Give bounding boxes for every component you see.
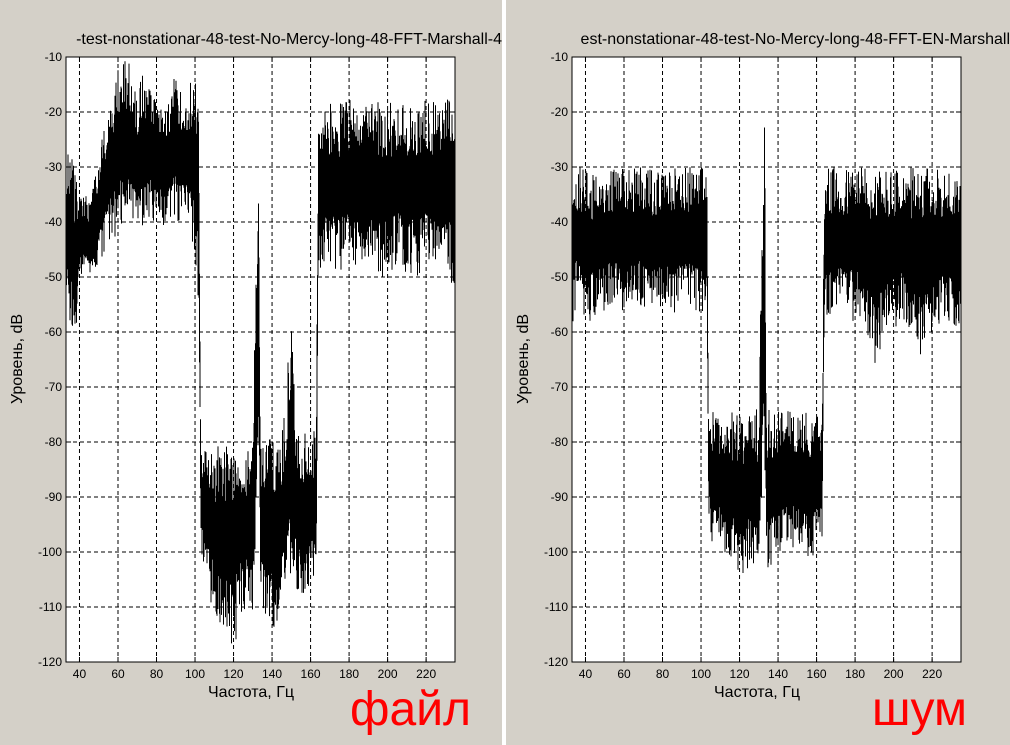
- x-tick-label: 120: [224, 667, 244, 681]
- y-tick-label: -110: [39, 600, 62, 614]
- x-tick-label: 80: [656, 667, 670, 681]
- y-tick-label: -120: [38, 655, 62, 669]
- x-tick-label: 180: [845, 667, 865, 681]
- y-tick-label: -40: [551, 215, 569, 229]
- right-spectrum-panel: est-nonstationar-48-test-No-Mercy-long-4…: [506, 0, 1010, 745]
- y-axis-label: Уровень, dB: [9, 313, 26, 405]
- y-tick-label: -60: [551, 325, 569, 339]
- x-tick-label: 100: [185, 667, 205, 681]
- y-tick-label: -10: [551, 50, 569, 64]
- x-tick-label: 60: [617, 667, 631, 681]
- x-tick-label: 160: [301, 667, 321, 681]
- plot-frame: [571, 56, 962, 663]
- chart-title: -test-nonstationar-48-test-No-Mercy-long…: [76, 31, 502, 48]
- x-axis-label: Частота, Гц: [714, 684, 801, 701]
- chart-title: est-nonstationar-48-test-No-Mercy-long-4…: [580, 31, 1010, 48]
- y-tick-label: -40: [45, 215, 63, 229]
- y-tick-label: -30: [551, 160, 569, 174]
- left-spectrum-panel: -test-nonstationar-48-test-No-Mercy-long…: [0, 0, 502, 745]
- spectrum-plot-file: -10 -20 -30 -40 -50 -60 -70 -80 -90 -100 -110 -120 4…: [38, 50, 456, 681]
- y-tick-label: -80: [45, 435, 63, 449]
- y-tick-label: -50: [551, 270, 569, 284]
- y-tick-label: -60: [45, 325, 63, 339]
- x-tick-label: 120: [730, 667, 750, 681]
- x-tick-label: 80: [150, 667, 164, 681]
- y-tick-label: -90: [551, 490, 569, 504]
- y-tick-label: -10: [45, 50, 63, 64]
- x-tick-label: 220: [416, 667, 436, 681]
- y-tick-label: -120: [544, 655, 568, 669]
- overlay-label-file: файл: [350, 683, 472, 736]
- plot-frame: [65, 56, 456, 663]
- y-tick-label: -30: [45, 160, 63, 174]
- overlay-label-noise: шум: [872, 683, 967, 736]
- y-tick-label: -50: [45, 270, 63, 284]
- y-tick-label: -100: [38, 545, 62, 559]
- y-tick-label: -70: [45, 380, 63, 394]
- y-tick-label: -100: [544, 545, 568, 559]
- x-tick-label: 40: [73, 667, 87, 681]
- x-tick-label: 180: [339, 667, 359, 681]
- y-tick-label: -110: [545, 600, 568, 614]
- y-tick-label: -20: [551, 105, 569, 119]
- y-tick-label: -70: [551, 380, 569, 394]
- x-tick-label: 140: [262, 667, 282, 681]
- x-tick-label: 160: [807, 667, 827, 681]
- y-axis-label: Уровень, dB: [515, 313, 532, 405]
- y-tick-label: -80: [551, 435, 569, 449]
- x-tick-label: 100: [691, 667, 711, 681]
- x-tick-label: 60: [111, 667, 125, 681]
- x-tick-label: 140: [768, 667, 788, 681]
- y-tick-label: -20: [45, 105, 63, 119]
- plot-area: [572, 57, 961, 662]
- x-axis-label: Частота, Гц: [208, 684, 295, 701]
- panel-divider: [502, 0, 506, 745]
- x-tick-label: 40: [579, 667, 593, 681]
- spectrum-plot-noise: -10 -20 -30 -40 -50 -60 -70 -80 -90 -100 -110 -120 4…: [544, 50, 962, 681]
- x-tick-label: 200: [884, 667, 904, 681]
- x-tick-label: 220: [922, 667, 942, 681]
- x-tick-label: 200: [378, 667, 398, 681]
- y-tick-label: -90: [45, 490, 63, 504]
